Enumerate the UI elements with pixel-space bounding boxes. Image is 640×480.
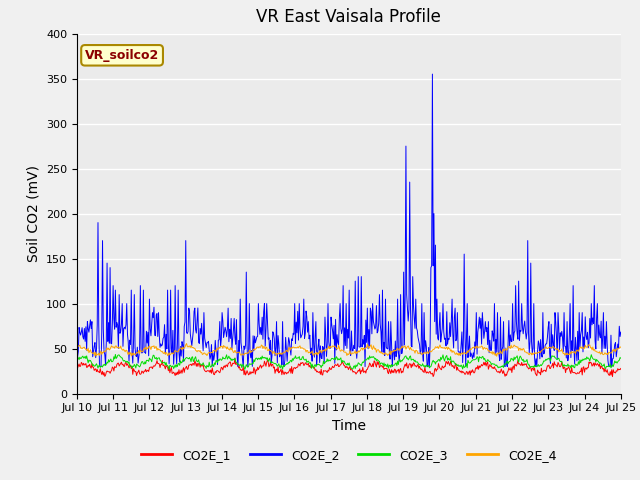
CO2E_2 [416, 342, 424, 348]
CO2E_2 [195, 339, 202, 345]
CO2E_1 [139, 369, 147, 375]
CO2E_4 [617, 344, 625, 350]
CO2E_4 [83, 347, 90, 352]
Line: CO2E_3: CO2E_3 [77, 354, 621, 370]
Line: CO2E_1: CO2E_1 [77, 358, 621, 377]
CO2E_3 [433, 359, 440, 365]
Title: VR East Vaisala Profile: VR East Vaisala Profile [257, 9, 441, 26]
CO2E_1 [194, 363, 202, 369]
CO2E_1 [231, 355, 239, 361]
CO2E_3 [241, 367, 248, 372]
CO2E_2 [433, 331, 440, 337]
CO2E_1 [416, 363, 424, 369]
X-axis label: Time: Time [332, 419, 366, 433]
CO2E_4 [416, 350, 424, 356]
CO2E_4 [139, 349, 147, 355]
CO2E_3 [73, 355, 81, 361]
CO2E_3 [83, 353, 90, 359]
CO2E_2 [97, 364, 104, 370]
Y-axis label: Soil CO2 (mV): Soil CO2 (mV) [26, 165, 40, 262]
CO2E_1 [609, 374, 616, 380]
CO2E_3 [223, 356, 231, 362]
CO2E_4 [182, 341, 190, 347]
Line: CO2E_2: CO2E_2 [77, 74, 621, 367]
CO2E_2 [223, 326, 231, 332]
CO2E_1 [223, 362, 230, 368]
CO2E_3 [617, 355, 625, 361]
CO2E_2 [429, 71, 436, 77]
CO2E_4 [73, 346, 81, 351]
CO2E_2 [73, 334, 81, 340]
CO2E_3 [195, 357, 202, 363]
CO2E_1 [431, 365, 439, 371]
CO2E_1 [617, 366, 625, 372]
CO2E_2 [617, 329, 625, 335]
CO2E_4 [195, 348, 202, 354]
CO2E_3 [111, 351, 119, 357]
CO2E_3 [417, 362, 424, 368]
Text: VR_soilco2: VR_soilco2 [85, 49, 159, 62]
CO2E_4 [493, 353, 500, 359]
CO2E_2 [83, 348, 90, 353]
CO2E_4 [431, 344, 439, 350]
Line: CO2E_4: CO2E_4 [77, 344, 621, 356]
CO2E_2 [140, 287, 147, 293]
CO2E_3 [140, 361, 147, 367]
Legend: CO2E_1, CO2E_2, CO2E_3, CO2E_4: CO2E_1, CO2E_2, CO2E_3, CO2E_4 [136, 444, 561, 467]
CO2E_4 [223, 344, 231, 350]
CO2E_1 [83, 364, 90, 370]
CO2E_1 [73, 365, 81, 371]
